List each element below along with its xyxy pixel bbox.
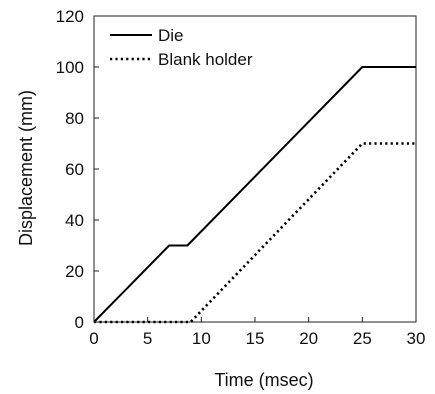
- x-tick-label: 5: [143, 329, 152, 348]
- y-tick-label: 100: [56, 58, 84, 77]
- x-tick-label: 25: [353, 329, 372, 348]
- series-line-blank-holder: [94, 142, 416, 324]
- legend-label: Blank holder: [158, 50, 253, 69]
- y-tick-label: 40: [65, 211, 84, 230]
- x-tick-label: 10: [192, 329, 211, 348]
- x-tick-label: 20: [299, 329, 318, 348]
- x-tick-label: 30: [407, 329, 426, 348]
- series-line-die: [93, 66, 416, 323]
- plot-frame: [93, 15, 417, 323]
- y-tick-label: 0: [75, 313, 84, 332]
- x-tick-label: 0: [89, 329, 98, 348]
- y-tick-label: 20: [65, 262, 84, 281]
- y-axis-title: Displacement (mm): [16, 90, 36, 246]
- x-axis-title: Time (msec): [214, 370, 313, 390]
- y-tick-label: 120: [56, 7, 84, 26]
- y-tick-label: 80: [65, 109, 84, 128]
- x-tick-label: 15: [246, 329, 265, 348]
- y-tick-label: 60: [65, 160, 84, 179]
- legend-label: Die: [158, 26, 184, 45]
